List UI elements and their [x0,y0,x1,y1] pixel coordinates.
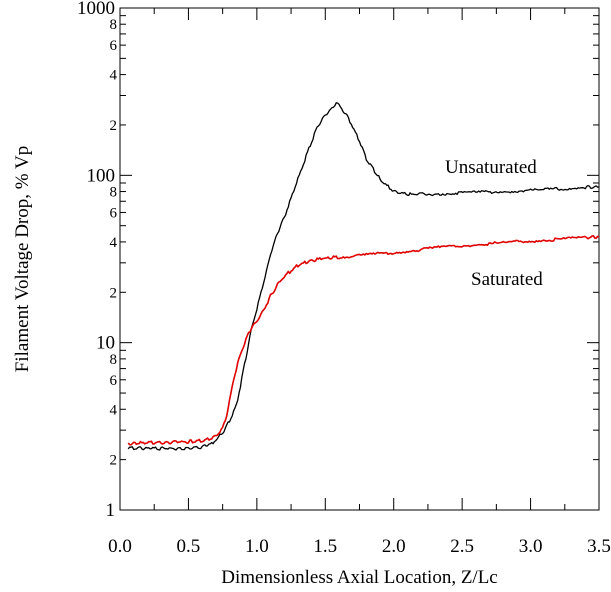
y-minor-tick-label: 2 [110,285,118,301]
x-tick-label: 1.5 [313,536,337,557]
y-minor-tick-label: 6 [110,38,118,54]
y-minor-tick-label: 4 [110,68,118,84]
y-minor-tick-label: 2 [110,118,118,134]
y-minor-tick-label: 6 [110,373,118,389]
y-minor-tick-label: 2 [110,453,118,469]
x-tick-label: 0.5 [177,536,201,557]
y-minor-tick-label: 8 [110,185,118,201]
axis-ticks [120,7,599,511]
y-minor-tick-label: 4 [110,402,118,418]
y-tick-label: 10 [96,333,115,354]
series-label-saturated: Saturated [471,269,543,290]
y-tick-labels: 1 10 100 1000 2 4 6 8 2 4 6 8 2 4 6 8 [77,0,118,521]
y-minor-tick-label: 8 [110,352,118,368]
series-lines [127,102,600,451]
series-label-unsaturated: Unsaturated [445,157,537,178]
y-tick-label: 1000 [77,0,115,19]
y-minor-tick-label: 4 [110,235,118,251]
y-minor-tick-label: 6 [110,205,118,221]
y-axis-title: Filament Voltage Drop, % Vp [12,146,33,372]
x-tick-labels: 0.0 0.5 1.0 1.5 2.0 2.5 3.0 3.5 [108,536,611,557]
x-axis-title: Dimensionless Axial Location, Z/Lc [221,567,498,588]
series-line-saturated [127,235,600,446]
x-tick-label: 2.5 [450,536,474,557]
y-minor-tick-label: 8 [110,17,118,33]
x-tick-label: 2.0 [382,536,406,557]
x-tick-label: 3.0 [519,536,543,557]
y-tick-label: 100 [87,165,116,186]
x-tick-label: 1.0 [245,536,269,557]
x-tick-label: 3.5 [587,536,611,557]
series-line-unsaturated [127,102,599,451]
x-tick-label: 0.0 [108,536,132,557]
plot-frame [119,7,600,511]
y-tick-label: 1 [106,500,116,521]
